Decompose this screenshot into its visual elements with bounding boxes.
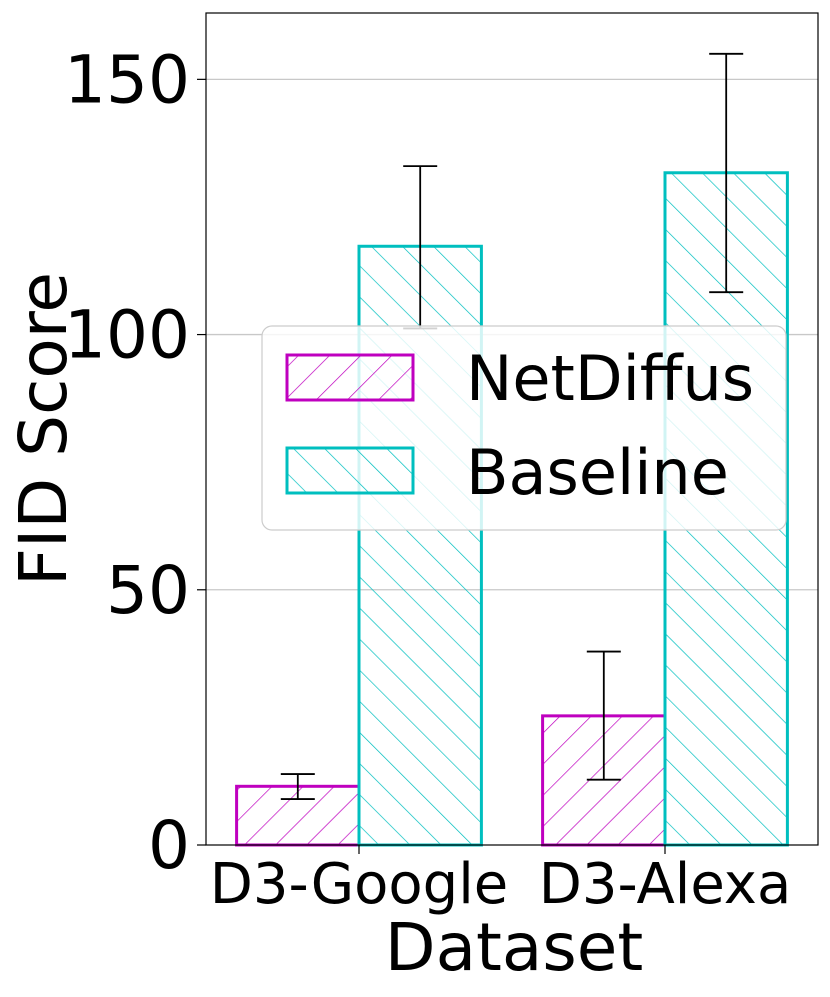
y-tick-label-0: 0 [148,807,190,884]
legend: NetDiffus Baseline [261,325,787,531]
error-bars [280,52,744,800]
x-axis: D3-Google D3-Alexa [210,845,792,917]
legend-label-baseline: Baseline [466,436,729,509]
y-tick-label-50: 50 [106,552,190,629]
y-axis-title: FID Score [5,272,82,586]
plot-frame [205,12,819,846]
legend-label-netdiffus: NetDiffus [466,342,754,415]
y-axis: 0 50 100 150 [64,41,206,884]
x-axis-title: Dataset [385,909,643,986]
x-tick-label-d3-google: D3-Google [210,852,508,917]
x-tick-label-d3-alexa: D3-Alexa [539,852,792,917]
y-tick-label-150: 150 [64,41,190,118]
y-tick-label-100: 100 [64,297,190,374]
legend-swatch-baseline [285,446,415,495]
legend-swatch-netdiffus [285,353,415,402]
